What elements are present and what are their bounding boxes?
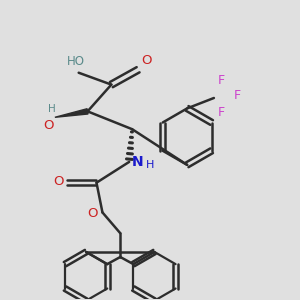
Text: O: O [53, 175, 64, 188]
Text: H: H [48, 104, 56, 114]
Text: F: F [218, 74, 225, 87]
Text: O: O [141, 54, 152, 68]
Polygon shape [55, 109, 88, 117]
Text: F: F [234, 88, 241, 101]
Text: O: O [43, 119, 53, 132]
Text: N: N [132, 155, 143, 169]
Text: O: O [88, 207, 98, 220]
Text: H: H [146, 160, 154, 170]
Text: F: F [218, 106, 225, 119]
Text: HO: HO [67, 55, 85, 68]
